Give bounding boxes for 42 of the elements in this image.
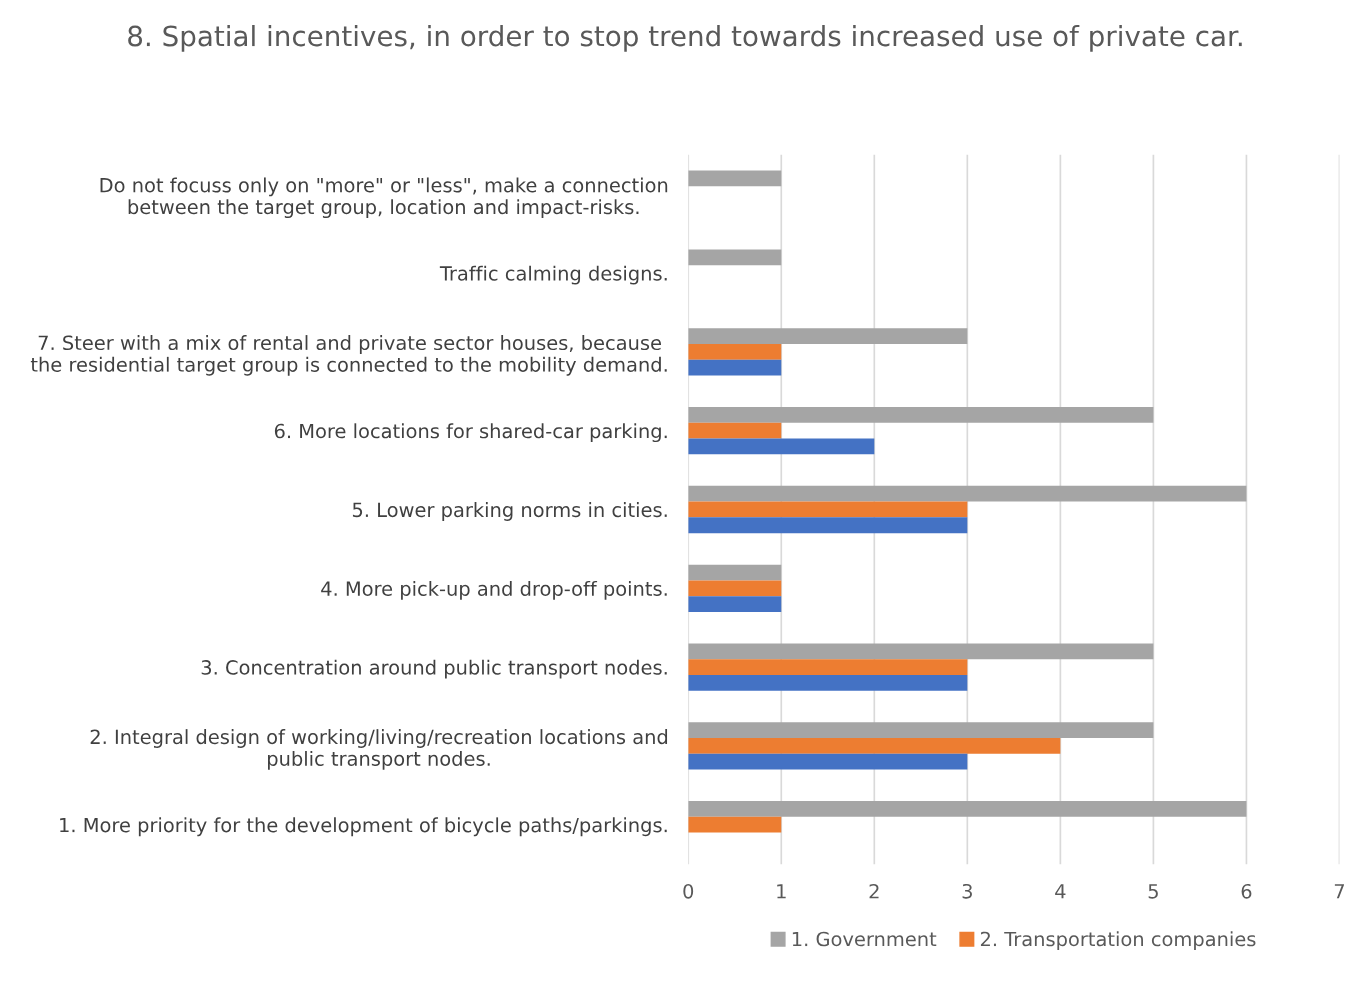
x-tick-label: 0 (683, 883, 694, 899)
x-tick-label: 4 (1055, 884, 1066, 899)
chart-title: 8. Spatial incentives, in order to stop trend towards increased use of private car. (128, 24, 1242, 52)
bar (688, 738, 1061, 754)
x-tick-label: 6 (1241, 883, 1252, 899)
x-tick-label: 5 (1148, 884, 1158, 899)
x-tick-label: 3 (962, 883, 972, 899)
bar (688, 674, 968, 691)
bar (688, 359, 782, 376)
x-tick-label: 7 (1334, 884, 1344, 899)
bar (688, 328, 968, 344)
bar (688, 501, 968, 518)
y-tick-label: 5. Lower parking norms in cities. (352, 502, 667, 521)
legend-label: 1. Government (792, 931, 937, 947)
y-tick-label: 7. Steer with a mix of rental and private sector houses, because the residential target group is connected to the mobility demand. (30, 335, 667, 376)
x-tick-label: 2 (869, 883, 879, 899)
legend-label: 2. Transportation companies (980, 931, 1256, 951)
y-tick-label: 6. More locations for shared-car parking. (274, 423, 667, 443)
y-tick-label: 2. Integral design of working/living/recreation locations and public transport nodes. (90, 729, 668, 770)
y-tick-label: 1. More priority for the development of bicycle paths/parkings. (60, 817, 667, 837)
bar (688, 170, 782, 187)
bar (688, 249, 782, 266)
y-tick-label: Do not focuss only on "more" or "less", make a connection between the target group, location and impact-risks. (100, 177, 668, 219)
bar (688, 580, 782, 597)
bar (688, 564, 782, 581)
bar (688, 722, 1154, 739)
bar (688, 643, 1154, 660)
bar (688, 438, 875, 455)
bar (688, 753, 968, 770)
bar (688, 407, 1154, 423)
y-tick-label: 3. Concentration around public transport nodes. (201, 659, 667, 679)
bar (688, 422, 782, 439)
bar (688, 816, 782, 833)
bar (688, 659, 968, 675)
bar (688, 517, 968, 534)
bar (688, 596, 782, 612)
y-tick-label: Traffic calming designs. (439, 265, 667, 285)
bar (688, 801, 1247, 817)
y-tick-label: 4. More pick-up and drop-off points. (321, 580, 667, 600)
x-tick-label: 1 (777, 884, 786, 899)
bar (688, 485, 1247, 502)
bar (688, 343, 782, 360)
